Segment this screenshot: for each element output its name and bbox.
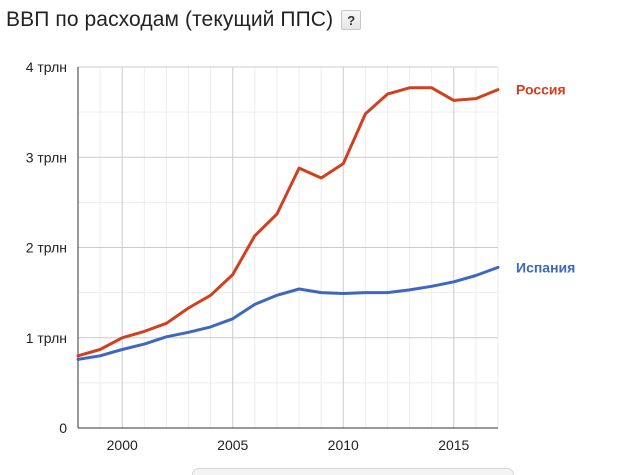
timeline-scroll-handle[interactable] xyxy=(192,468,514,475)
x-tick-label: 2010 xyxy=(328,437,359,453)
series-label: Испания xyxy=(516,259,575,275)
axis-layer xyxy=(77,67,498,429)
y-tick-label: 3 трлн xyxy=(26,149,67,165)
y-tick-label: 2 трлн xyxy=(26,240,67,256)
chart-title: ВВП по расходам (текущий ППС) xyxy=(6,8,334,31)
series-label: Россия xyxy=(516,82,566,98)
grid-layer xyxy=(77,66,499,428)
x-tick-label: 2005 xyxy=(217,437,248,453)
y-tick-label: 1 трлн xyxy=(26,330,67,346)
y-tick-label: 0 xyxy=(59,420,67,436)
x-tick-label: 2000 xyxy=(107,437,138,453)
x-tick-label: 2015 xyxy=(438,437,469,453)
help-button[interactable]: ? xyxy=(341,10,362,30)
label-layer: 0 1 трлн 2 трлн 3 трлн 4 трлн 2000 2005 2010 201… xyxy=(26,59,576,453)
series-line xyxy=(76,86,500,358)
title-row: ВВП по расходам (текущий ППС) ? xyxy=(6,5,362,35)
y-tick-label: 4 трлн xyxy=(26,59,67,75)
series-line xyxy=(76,265,500,361)
series-layer xyxy=(76,86,500,361)
